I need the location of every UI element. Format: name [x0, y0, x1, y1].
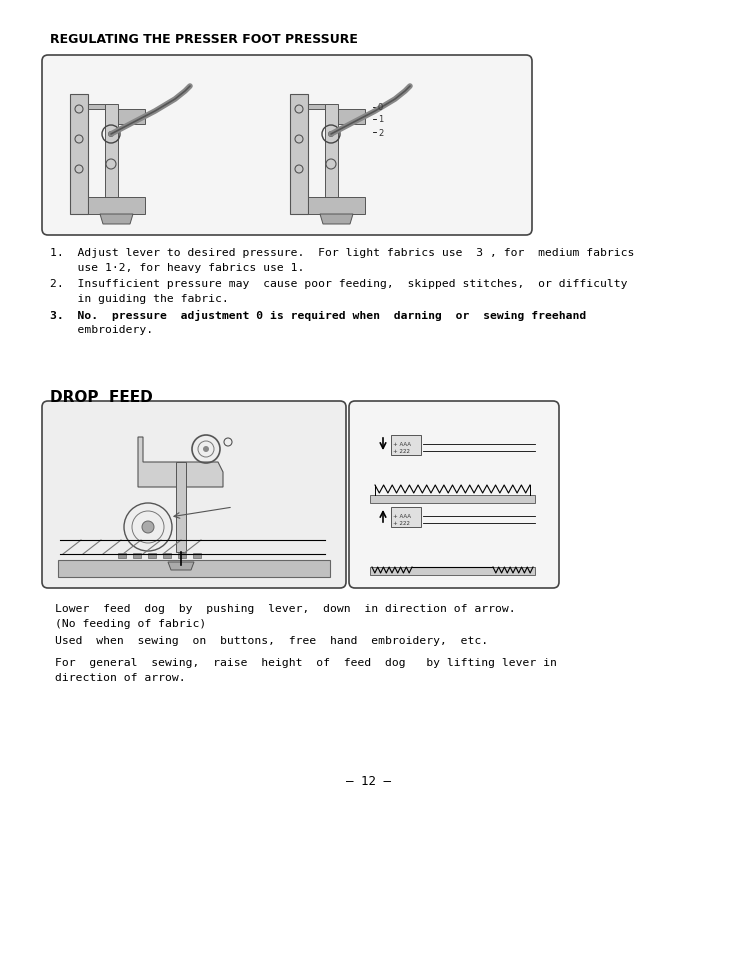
- Polygon shape: [370, 496, 535, 503]
- Text: + 222: + 222: [393, 449, 410, 454]
- Polygon shape: [308, 105, 365, 125]
- Bar: [163, 554, 171, 558]
- Text: 1: 1: [378, 115, 383, 125]
- Bar: [148, 554, 156, 558]
- Text: 0: 0: [378, 103, 383, 112]
- Bar: [193, 554, 201, 558]
- Polygon shape: [308, 198, 365, 214]
- Polygon shape: [100, 214, 133, 225]
- Polygon shape: [168, 562, 194, 571]
- Text: 2: 2: [378, 129, 383, 137]
- Text: – 12 –: – 12 –: [347, 774, 391, 787]
- Text: + AAA: + AAA: [393, 514, 411, 518]
- FancyBboxPatch shape: [42, 56, 532, 235]
- Circle shape: [142, 521, 154, 534]
- FancyBboxPatch shape: [42, 401, 346, 588]
- Polygon shape: [325, 105, 338, 200]
- Text: use 1·2, for heavy fabrics use 1.: use 1·2, for heavy fabrics use 1.: [50, 263, 304, 273]
- Bar: [391, 507, 421, 527]
- Circle shape: [328, 132, 334, 138]
- Text: Used  when  sewing  on  buttons,  free  hand  embroidery,  etc.: Used when sewing on buttons, free hand e…: [55, 636, 488, 645]
- Polygon shape: [320, 214, 353, 225]
- Circle shape: [203, 447, 209, 453]
- Bar: [290, 95, 308, 214]
- Text: Lower  feed  dog  by  pushing  lever,  down  in direction of arrow.: Lower feed dog by pushing lever, down in…: [55, 603, 516, 614]
- Text: in guiding the fabric.: in guiding the fabric.: [50, 294, 229, 304]
- Polygon shape: [370, 567, 535, 576]
- FancyBboxPatch shape: [349, 401, 559, 588]
- Text: (No feeding of fabric): (No feeding of fabric): [55, 618, 206, 628]
- Bar: [391, 436, 421, 456]
- Bar: [118, 554, 126, 558]
- Text: 2.  Insufficient pressure may  cause poor feeding,  skipped stitches,  or diffic: 2. Insufficient pressure may cause poor …: [50, 278, 627, 289]
- Bar: [178, 554, 186, 558]
- Bar: [133, 554, 141, 558]
- Text: REGULATING THE PRESSER FOOT PRESSURE: REGULATING THE PRESSER FOOT PRESSURE: [50, 33, 358, 46]
- Text: embroidery.: embroidery.: [50, 325, 153, 335]
- Text: 1.  Adjust lever to desired pressure.  For light fabrics use  3 , for  medium fa: 1. Adjust lever to desired pressure. For…: [50, 248, 635, 257]
- Text: + AAA: + AAA: [393, 441, 411, 447]
- Text: 3.  No.  pressure  adjustment 0 is required when  darning  or  sewing freehand: 3. No. pressure adjustment 0 is required…: [50, 310, 586, 321]
- Bar: [70, 95, 88, 214]
- Polygon shape: [88, 105, 145, 125]
- Polygon shape: [105, 105, 118, 200]
- Polygon shape: [58, 560, 330, 578]
- Polygon shape: [138, 437, 223, 488]
- Text: DROP  FEED: DROP FEED: [50, 390, 153, 405]
- Polygon shape: [176, 462, 186, 553]
- Text: + 222: + 222: [393, 520, 410, 525]
- Circle shape: [108, 132, 114, 138]
- Text: For  general  sewing,  raise  height  of  feed  dog   by lifting lever in: For general sewing, raise height of feed…: [55, 658, 557, 667]
- Text: direction of arrow.: direction of arrow.: [55, 672, 186, 682]
- Polygon shape: [88, 198, 145, 214]
